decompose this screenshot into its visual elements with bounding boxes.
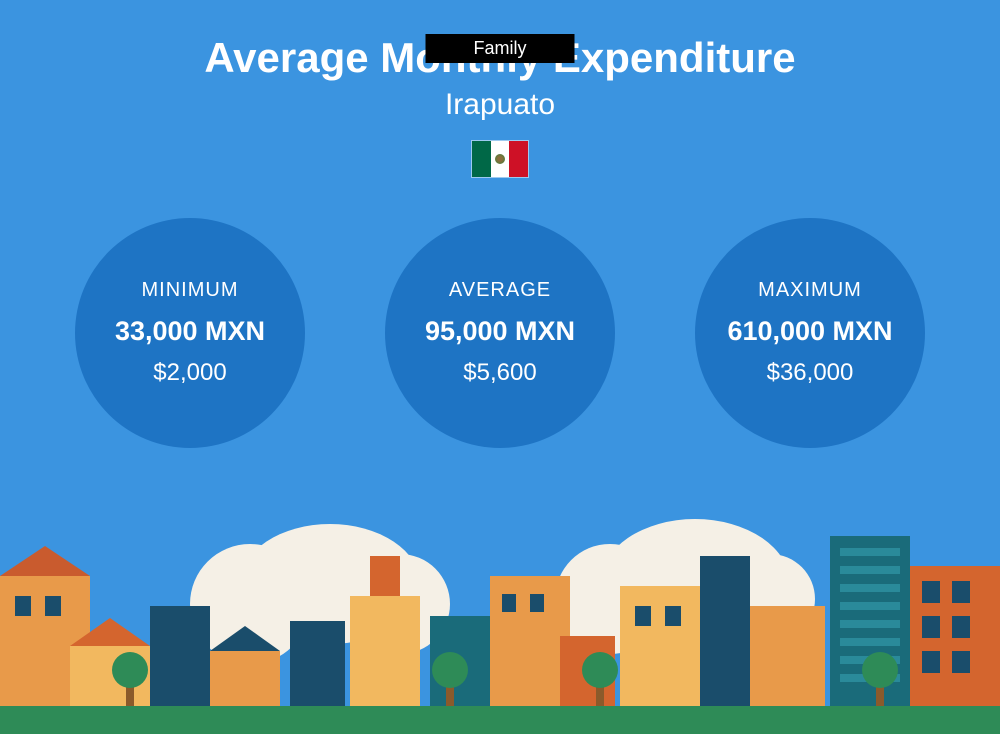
flag-emblem-icon (495, 154, 505, 164)
flag-stripe-green (472, 141, 491, 177)
stat-circle-maximum: MAXIMUM 610,000 MXN $36,000 (695, 218, 925, 448)
stat-amount-local: 610,000 MXN (727, 316, 892, 347)
tower-icon (700, 556, 750, 706)
stat-label: AVERAGE (449, 279, 551, 302)
stat-circle-minimum: MINIMUM 33,000 MXN $2,000 (75, 218, 305, 448)
stat-amount-usd: $36,000 (767, 359, 854, 387)
stat-label: MAXIMUM (758, 279, 862, 302)
country-flag-icon (471, 140, 529, 178)
city-name: Irapuato (0, 88, 1000, 122)
building-icon (490, 576, 570, 706)
stat-amount-usd: $5,600 (463, 359, 536, 387)
stat-amount-local: 95,000 MXN (425, 316, 575, 347)
roof-icon (0, 546, 90, 576)
stat-label: MINIMUM (142, 279, 239, 302)
building-icon (210, 651, 280, 706)
building-icon (620, 586, 710, 706)
stat-amount-usd: $2,000 (153, 359, 226, 387)
roof-icon (210, 626, 280, 651)
stats-row: MINIMUM 33,000 MXN $2,000 AVERAGE 95,000… (0, 218, 1000, 448)
building-icon (150, 606, 210, 706)
building-icon (750, 606, 825, 706)
category-tab: Family (426, 34, 575, 63)
roof-icon (70, 618, 150, 646)
flag-stripe-white (491, 141, 510, 177)
apartment-icon (910, 566, 1000, 706)
building-icon (350, 596, 420, 706)
ground-icon (0, 706, 1000, 734)
flag-stripe-red (509, 141, 528, 177)
stat-amount-local: 33,000 MXN (115, 316, 265, 347)
building-icon (290, 621, 345, 706)
stat-circle-average: AVERAGE 95,000 MXN $5,600 (385, 218, 615, 448)
